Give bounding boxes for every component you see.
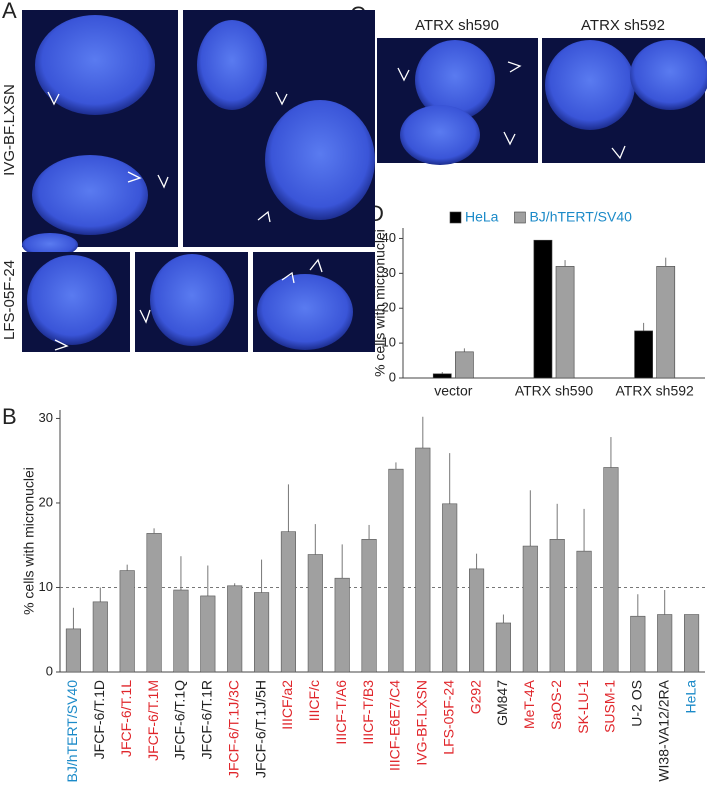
x-tick-label: MeT-4A xyxy=(521,679,537,729)
bar xyxy=(576,550,592,673)
x-tick-label: BJ/hTERT/SV40 xyxy=(64,680,80,783)
bar xyxy=(200,595,216,673)
bar xyxy=(656,266,676,379)
panel-label: B xyxy=(2,404,17,429)
x-tick-label: JFCF-6/T.1R xyxy=(199,680,215,759)
x-tick-label: vector xyxy=(434,383,472,399)
bar xyxy=(119,570,135,673)
bar xyxy=(442,503,458,673)
y-tick-label: 20 xyxy=(382,300,396,315)
legend-label: HeLa xyxy=(465,209,499,225)
panel-label: A xyxy=(2,0,17,23)
image-label: LFS-05F-24 xyxy=(1,260,18,340)
y-tick-label: 10 xyxy=(39,579,53,594)
y-axis-label: % cells with micronuclei xyxy=(21,467,37,615)
x-tick-label: IIICF/a2 xyxy=(279,680,295,730)
bar xyxy=(549,539,565,673)
bar xyxy=(415,447,431,673)
bar xyxy=(469,568,485,673)
x-tick-label: JFCF-6/T.1J/5H xyxy=(252,680,268,778)
bar xyxy=(146,533,162,673)
bar xyxy=(684,614,700,673)
y-tick-label: 10 xyxy=(382,335,396,350)
bar xyxy=(92,601,108,673)
bar xyxy=(657,614,673,673)
x-tick-label: SUSM-1 xyxy=(602,680,618,733)
x-tick-label: LFS-05F-24 xyxy=(440,680,456,755)
x-tick-label: IVG-BF.LXSN xyxy=(414,680,430,766)
bar xyxy=(388,468,404,673)
bar xyxy=(334,577,350,673)
x-tick-label: IIICF/c xyxy=(306,680,322,721)
y-tick-label: 40 xyxy=(382,230,396,245)
bar xyxy=(455,351,474,379)
x-tick-label: JFCF-6/T.1M xyxy=(145,680,161,761)
x-tick-label: JFCF-6/T.1L xyxy=(118,680,134,757)
bar xyxy=(65,628,81,673)
x-tick-label: SaOS-2 xyxy=(548,680,564,730)
y-tick-label: 0 xyxy=(389,369,396,384)
image-label: IVG-BF.LXSN xyxy=(1,84,18,176)
x-tick-label: ATRX sh592 xyxy=(615,383,694,399)
bar xyxy=(227,585,243,673)
bar xyxy=(173,589,189,673)
x-tick-label: JFCF-6/T.1J/3C xyxy=(225,680,241,778)
bar xyxy=(280,531,296,673)
bar xyxy=(522,545,538,673)
bar xyxy=(533,239,553,379)
legend-swatch xyxy=(514,211,526,224)
y-tick-label: 30 xyxy=(39,410,53,425)
x-tick-label: HeLa xyxy=(682,680,698,714)
bar xyxy=(307,554,323,673)
bar xyxy=(634,330,653,379)
y-axis-label: % cells with micronuclei xyxy=(372,229,388,377)
x-tick-label: WI38-VA12/2RA xyxy=(655,679,671,781)
legend-swatch xyxy=(449,211,462,224)
image-label: ATRX sh592 xyxy=(581,17,665,34)
x-tick-label: IIICF-T/A6 xyxy=(333,680,349,745)
x-tick-label: IIICF-T/B3 xyxy=(360,680,376,745)
x-tick-label: G292 xyxy=(467,680,483,714)
x-tick-label: SK-LU-1 xyxy=(575,680,591,734)
x-tick-label: ATRX sh590 xyxy=(515,383,594,399)
y-tick-label: 20 xyxy=(39,494,53,509)
bar xyxy=(630,615,646,673)
bar xyxy=(555,266,575,379)
bar xyxy=(495,622,511,673)
y-tick-label: 30 xyxy=(382,265,396,280)
bar xyxy=(432,373,452,379)
micrographs xyxy=(22,10,707,352)
bar xyxy=(361,539,377,673)
x-tick-label: IIICF-E6E7/C4 xyxy=(387,680,403,771)
image-label: ATRX sh590 xyxy=(415,17,499,34)
y-tick-label: 0 xyxy=(46,663,53,678)
bar xyxy=(254,592,270,673)
x-tick-label: GM847 xyxy=(494,680,510,726)
legend-label: BJ/hTERT/SV40 xyxy=(529,209,632,225)
x-tick-label: JFCF-6/T.1D xyxy=(91,680,107,759)
bar xyxy=(603,467,619,673)
x-tick-label: JFCF-6/T.1Q xyxy=(172,680,188,760)
x-tick-label: U-2 OS xyxy=(629,680,645,727)
